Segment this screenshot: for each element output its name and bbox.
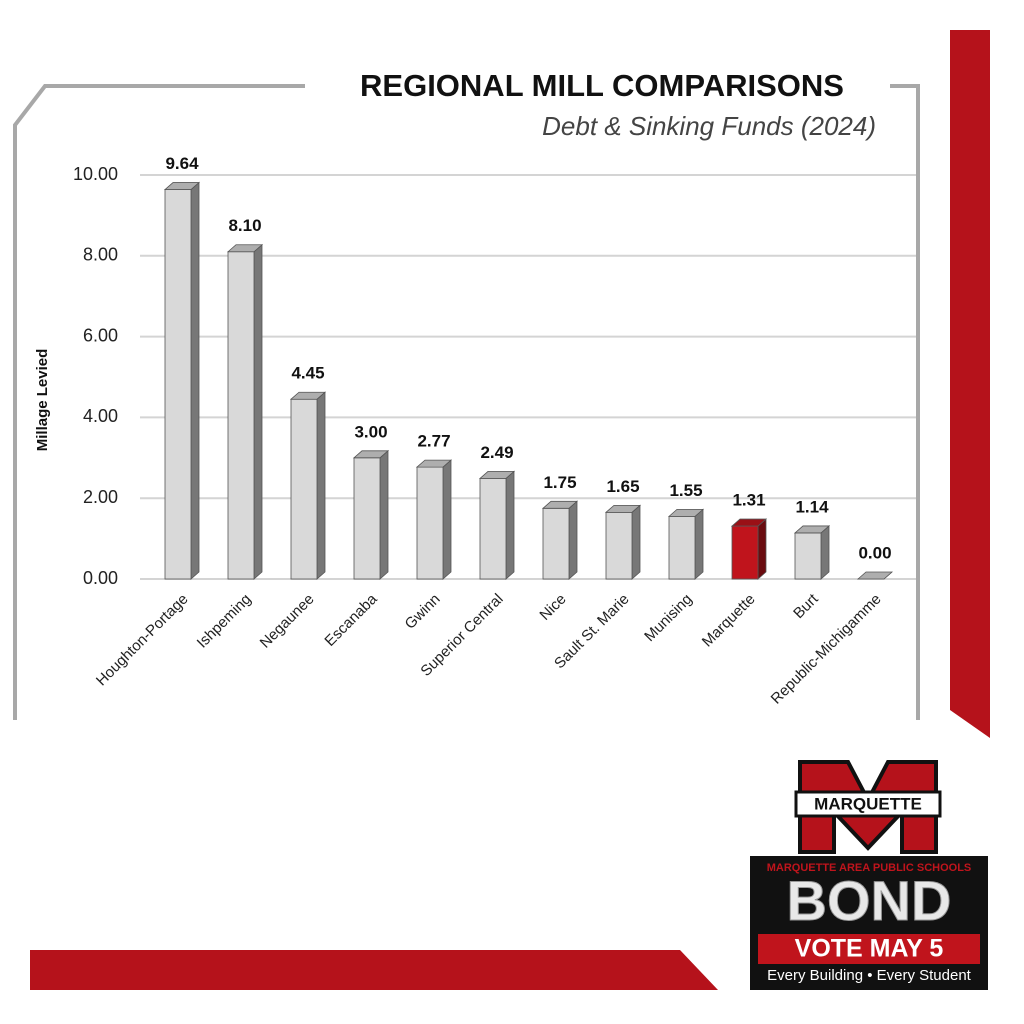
value-label: 9.64 bbox=[165, 154, 199, 173]
bar-top bbox=[163, 182, 201, 190]
bar-top bbox=[415, 459, 453, 468]
value-label: 0.00 bbox=[858, 543, 891, 562]
logo-tagline: Every Building • Every Student bbox=[767, 967, 972, 984]
value-label: 8.10 bbox=[228, 216, 261, 235]
y-tick-label: 6.00 bbox=[83, 325, 118, 345]
logo-banner bbox=[794, 790, 942, 818]
bar-top bbox=[730, 518, 768, 527]
logo-box bbox=[750, 856, 988, 990]
bar-side bbox=[757, 518, 767, 580]
value-label: 3.00 bbox=[354, 422, 387, 441]
bar-top bbox=[226, 244, 264, 253]
bar bbox=[794, 532, 822, 580]
value-label: 1.31 bbox=[732, 491, 765, 510]
value-label: 1.75 bbox=[543, 473, 576, 492]
bar-top bbox=[541, 500, 579, 509]
bar-side bbox=[379, 449, 389, 580]
y-axis-label: Millage Levied bbox=[34, 349, 51, 452]
logo-emblem-text: MARQUETTE bbox=[814, 794, 922, 813]
value-label: 1.65 bbox=[606, 477, 639, 496]
value-label: 1.14 bbox=[795, 497, 829, 516]
chart-subtitle: Debt & Sinking Funds (2024) bbox=[542, 111, 876, 141]
bar-top bbox=[667, 508, 705, 517]
bar bbox=[542, 507, 570, 580]
bar-side bbox=[568, 500, 578, 580]
value-label: 1.55 bbox=[669, 481, 702, 500]
bar-top bbox=[604, 504, 642, 513]
bar-top bbox=[352, 450, 390, 459]
bar-top bbox=[289, 391, 327, 400]
red-bottom-band bbox=[30, 950, 718, 990]
logo-vote-band bbox=[758, 934, 980, 964]
bar-top bbox=[793, 525, 831, 534]
value-label: 2.49 bbox=[480, 443, 513, 462]
chart-title: REGIONAL MILL COMPARISONS bbox=[360, 68, 844, 103]
bar bbox=[668, 515, 696, 580]
logo: MARQUETTE MARQUETTE AREA PUBLIC SCHOOLS … bbox=[750, 760, 988, 990]
red-side-band bbox=[950, 30, 990, 738]
bar-side bbox=[253, 243, 263, 580]
value-label: 4.45 bbox=[291, 364, 324, 383]
y-tick-label: 4.00 bbox=[83, 406, 118, 426]
y-tick-label: 2.00 bbox=[83, 487, 118, 507]
bar-side bbox=[820, 525, 830, 580]
bar-side bbox=[190, 181, 200, 580]
value-label: 2.77 bbox=[417, 432, 450, 451]
bar bbox=[227, 251, 255, 580]
y-tick-label: 0.00 bbox=[83, 568, 118, 588]
y-tick-label: 10.00 bbox=[73, 164, 118, 184]
bar bbox=[416, 466, 444, 580]
bar bbox=[353, 457, 381, 580]
bar-top bbox=[478, 471, 516, 479]
frame-left bbox=[13, 84, 305, 720]
logo-vote: VOTE MAY 5 bbox=[795, 935, 944, 963]
frame-right bbox=[890, 84, 920, 720]
bar bbox=[731, 525, 759, 580]
bar bbox=[605, 511, 633, 580]
bar bbox=[290, 398, 318, 580]
logo-district: MARQUETTE AREA PUBLIC SCHOOLS bbox=[767, 862, 972, 874]
bar bbox=[479, 478, 507, 580]
bar-side bbox=[631, 504, 641, 580]
bar-side bbox=[694, 508, 704, 580]
logo-word: BOND bbox=[787, 869, 952, 932]
bar-side bbox=[316, 391, 326, 580]
bar-side bbox=[505, 470, 515, 580]
bar-side bbox=[442, 459, 452, 580]
y-tick-label: 8.00 bbox=[83, 245, 118, 265]
bar-top bbox=[856, 571, 894, 580]
bar bbox=[164, 189, 192, 580]
